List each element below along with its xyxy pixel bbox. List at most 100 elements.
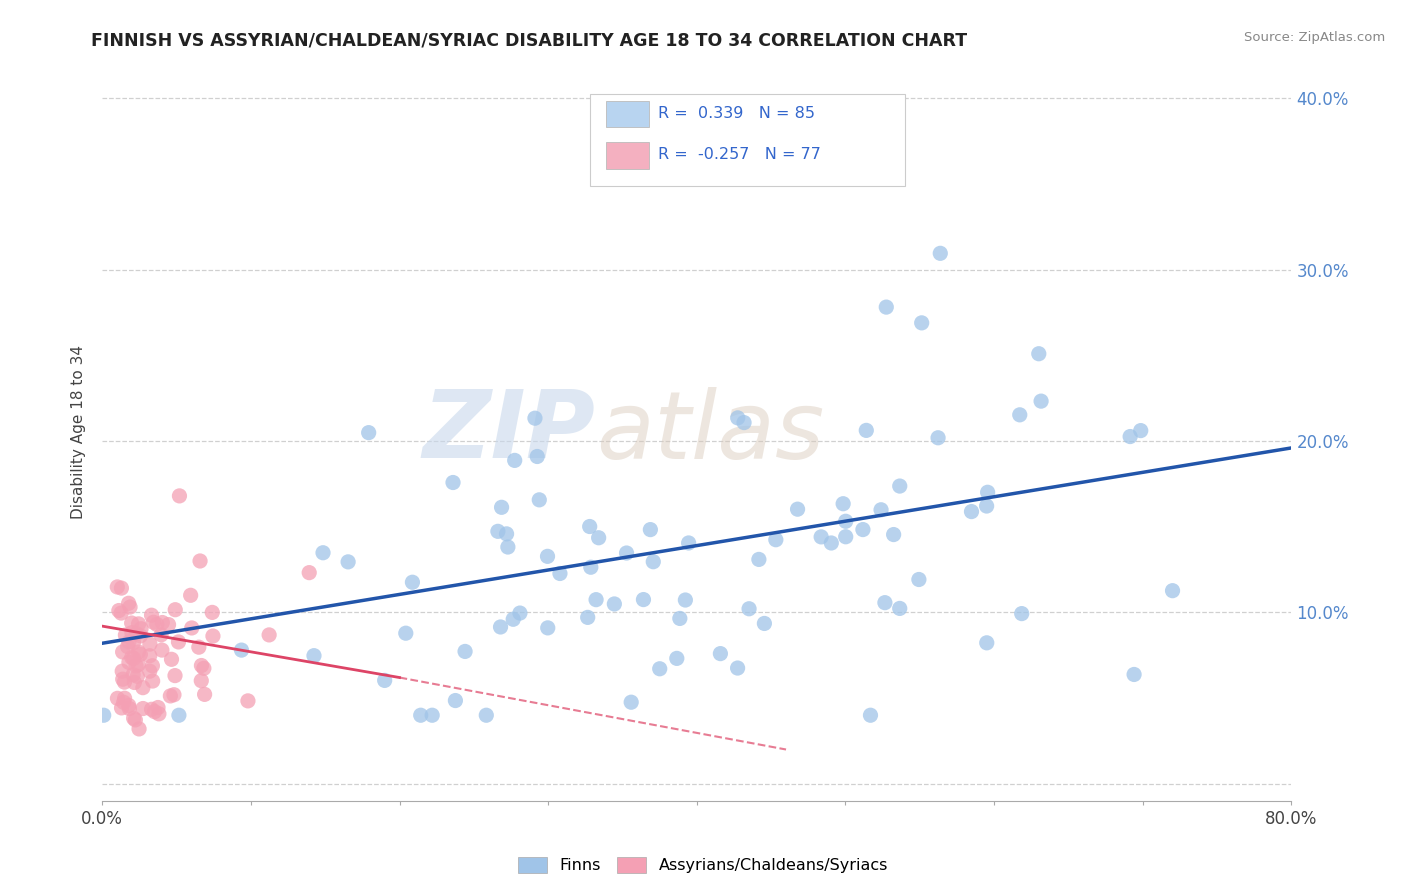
Point (159, 689, 181, 703)
Point (167, 708, 190, 723)
Point (138, 648, 160, 663)
Point (150, 628, 173, 642)
Point (236, 694, 259, 708)
Point (738, 601, 761, 615)
Point (138, 664, 160, 678)
Point (491, 500, 513, 515)
Point (129, 629, 152, 643)
Point (110, 581, 132, 595)
Point (503, 453, 526, 467)
Point (167, 635, 190, 649)
Point (454, 644, 477, 658)
Point (786, 502, 808, 516)
Point (603, 597, 626, 611)
Point (401, 575, 423, 590)
Point (122, 635, 145, 649)
Point (733, 416, 755, 430)
Point (665, 651, 688, 665)
Point (157, 617, 180, 632)
Point (112, 695, 135, 709)
Point (526, 450, 548, 464)
Point (111, 664, 134, 678)
Point (163, 668, 186, 682)
Point (93, 708, 115, 723)
Point (673, 593, 696, 607)
Point (118, 698, 141, 713)
Text: FINNISH VS ASSYRIAN/CHALDEAN/SYRIAC DISABILITY AGE 18 TO 34 CORRELATION CHART: FINNISH VS ASSYRIAN/CHALDEAN/SYRIAC DISA… (91, 31, 967, 49)
Point (357, 425, 380, 440)
Text: ZIP: ZIP (423, 386, 596, 478)
Point (1119, 429, 1142, 443)
Point (231, 643, 253, 657)
Point (832, 497, 855, 511)
Point (125, 658, 148, 673)
Point (810, 530, 832, 544)
Point (125, 626, 148, 640)
Point (110, 701, 132, 715)
Point (496, 540, 519, 554)
Point (114, 691, 136, 706)
Point (122, 711, 145, 725)
Point (127, 669, 149, 683)
Point (122, 651, 145, 665)
Point (576, 610, 599, 624)
Point (114, 628, 136, 642)
Point (588, 531, 610, 545)
Point (105, 580, 128, 594)
Point (180, 588, 202, 602)
Point (709, 647, 731, 661)
Point (409, 708, 432, 723)
Point (128, 616, 150, 631)
Point (129, 622, 152, 636)
Point (855, 424, 877, 438)
Point (1129, 424, 1152, 438)
Point (475, 708, 498, 723)
Point (107, 691, 129, 706)
Point (190, 658, 212, 673)
Point (118, 656, 141, 670)
Point (169, 489, 191, 503)
Point (121, 625, 143, 640)
Point (1011, 607, 1033, 621)
Point (298, 566, 321, 580)
Point (193, 661, 215, 675)
Point (141, 658, 163, 673)
Point (489, 620, 512, 634)
Point (908, 573, 931, 587)
FancyBboxPatch shape (606, 142, 650, 169)
Point (883, 527, 905, 541)
Point (509, 606, 531, 620)
Point (548, 566, 571, 581)
Point (124, 675, 146, 690)
Point (163, 688, 186, 702)
Point (117, 640, 139, 654)
Point (110, 606, 132, 620)
Point (579, 560, 602, 574)
Point (420, 708, 443, 723)
Point (643, 555, 665, 569)
Point (1161, 583, 1184, 598)
Y-axis label: Disability Age 18 to 34: Disability Age 18 to 34 (72, 345, 86, 519)
Point (118, 600, 141, 615)
Point (765, 533, 787, 547)
Point (727, 661, 749, 675)
Point (111, 645, 134, 659)
Point (148, 706, 170, 721)
Point (960, 505, 983, 519)
Point (118, 701, 141, 715)
Point (835, 530, 858, 544)
Point (395, 626, 418, 640)
Point (976, 636, 998, 650)
Point (1028, 347, 1050, 361)
Point (141, 702, 163, 716)
Point (118, 635, 141, 649)
Point (441, 475, 464, 490)
Point (976, 485, 998, 500)
Point (150, 643, 173, 657)
Point (108, 603, 131, 617)
Point (180, 621, 202, 635)
Text: atlas: atlas (596, 387, 824, 478)
Point (302, 648, 325, 663)
Point (129, 648, 152, 662)
Point (337, 555, 360, 569)
